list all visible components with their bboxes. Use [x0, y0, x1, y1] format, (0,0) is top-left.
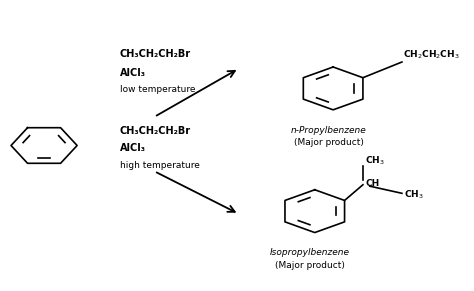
- Text: (Major product): (Major product): [275, 261, 345, 270]
- Text: CH₃CH₂CH₂Br: CH₃CH₂CH₂Br: [120, 126, 191, 136]
- Text: CH₃CH₂CH₂Br: CH₃CH₂CH₂Br: [120, 49, 191, 59]
- Text: CH$_2$CH$_2$CH$_3$: CH$_2$CH$_2$CH$_3$: [403, 48, 459, 61]
- Text: low temperature: low temperature: [120, 85, 195, 94]
- Text: CH$_3$: CH$_3$: [404, 189, 424, 201]
- Text: n-Propylbenzene: n-Propylbenzene: [291, 125, 366, 134]
- Text: high temperature: high temperature: [120, 161, 200, 170]
- Text: AlCl₃: AlCl₃: [120, 68, 146, 78]
- Text: CH: CH: [365, 179, 380, 188]
- Text: (Major product): (Major product): [293, 138, 364, 147]
- Text: Isopropylbenzene: Isopropylbenzene: [270, 248, 350, 257]
- Text: AlCl₃: AlCl₃: [120, 143, 146, 153]
- Text: CH$_3$: CH$_3$: [365, 154, 385, 167]
